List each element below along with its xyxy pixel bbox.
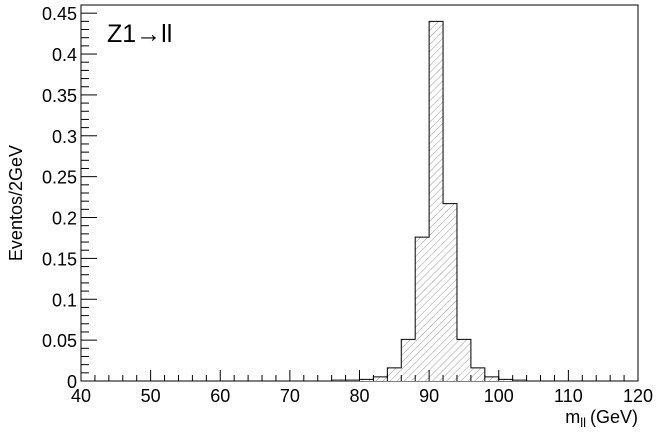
y-tick-label-8: 0.4 xyxy=(52,45,77,65)
histogram-bin-10 xyxy=(470,367,485,381)
x-tick-label-4: 80 xyxy=(349,386,369,406)
y-tick-label-3: 0.15 xyxy=(42,249,77,269)
y-tick-label-9: 0.45 xyxy=(42,4,77,24)
histogram-bin-7 xyxy=(429,21,444,381)
histogram-bin-2 xyxy=(359,379,374,381)
histogram-bars xyxy=(331,21,527,381)
histogram-bin-9 xyxy=(456,339,471,381)
x-axis-ticks: 40 50 60 70 80 90 100 110 120 xyxy=(71,370,653,406)
histogram-bin-5 xyxy=(401,339,416,381)
x-tick-label-6: 100 xyxy=(484,386,514,406)
y-axis-title: Eventos/2GeV xyxy=(6,145,26,261)
x-tick-label-5: 90 xyxy=(419,386,439,406)
histogram-bin-8 xyxy=(443,203,457,381)
y-tick-label-7: 0.35 xyxy=(42,86,77,106)
x-tick-label-7: 110 xyxy=(554,386,583,406)
y-tick-label-4: 0.2 xyxy=(52,209,77,229)
process-annotation: Z1→ll xyxy=(107,20,172,48)
histogram-bin-12 xyxy=(498,379,513,381)
histogram-bin-11 xyxy=(484,376,499,381)
y-tick-label-2: 0.1 xyxy=(52,290,77,310)
y-tick-label-6: 0.3 xyxy=(52,127,77,147)
x-axis-title-main: m xyxy=(565,407,580,427)
y-axis-ticks: 0 0.05 0.1 0.15 0.2 0.25 0.3 0.35 0.4 0.45 xyxy=(42,4,97,392)
y-tick-label-1: 0.05 xyxy=(42,331,77,351)
histogram-bin-3 xyxy=(373,376,388,381)
y-tick-label-5: 0.25 xyxy=(42,168,77,188)
plot-frame xyxy=(80,4,639,382)
x-tick-label-0: 40 xyxy=(71,386,91,406)
histogram-bin-4 xyxy=(387,367,402,381)
histogram-bin-6 xyxy=(415,237,430,381)
x-axis-title-subscript: ll xyxy=(580,415,586,430)
x-tick-label-8: 120 xyxy=(623,386,653,406)
x-axis-title-unit: (GeV) xyxy=(590,407,638,427)
y-tick-label-0: 0 xyxy=(67,372,77,392)
x-axis-title: mll (GeV) xyxy=(565,407,638,430)
x-tick-label-3: 70 xyxy=(280,386,300,406)
x-tick-label-1: 50 xyxy=(141,386,161,406)
x-tick-label-2: 60 xyxy=(210,386,230,406)
